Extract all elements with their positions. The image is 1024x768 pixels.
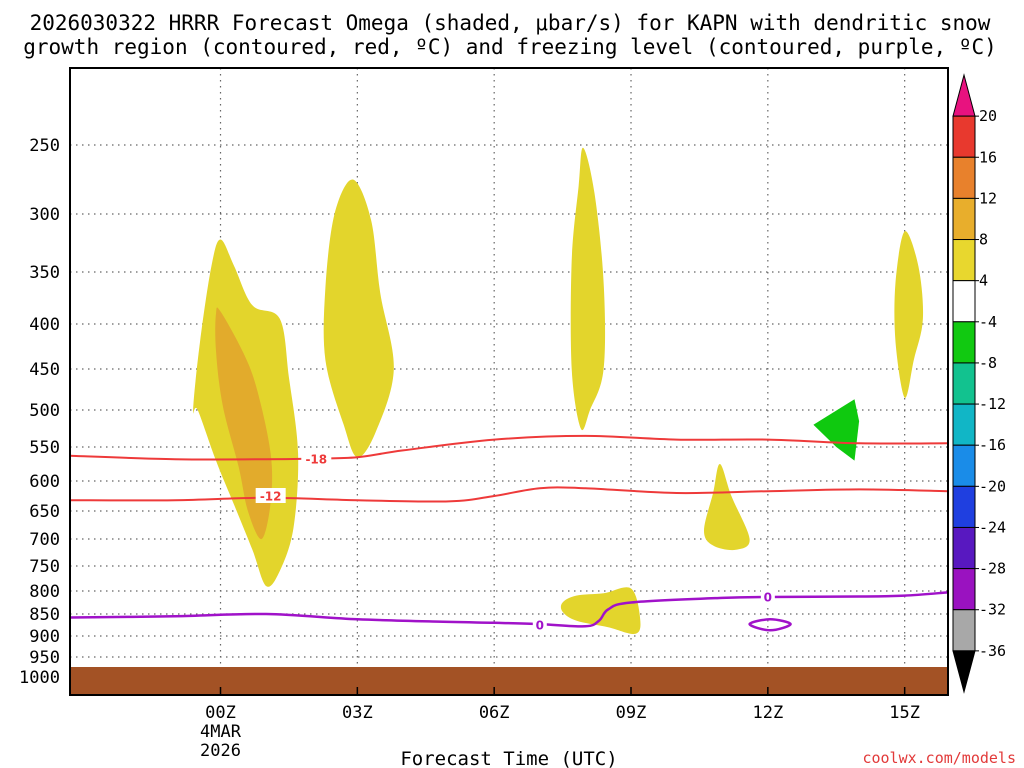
colorbar: 20 16 12 8 4 -4 -8 -12 -16 -20 -24 -28 -32 -36	[952, 73, 1006, 694]
contour-line-0	[69, 434, 949, 461]
colorbar-box-5	[952, 280, 976, 323]
colorbar-box-10	[952, 485, 976, 528]
x-axis-label: Forecast Time (UTC)	[400, 748, 617, 768]
contour-label-bg	[255, 488, 286, 503]
omega-region-6	[560, 587, 641, 635]
y-tick-label-250: 250	[29, 136, 60, 156]
colorbar-box-2	[952, 156, 976, 199]
colorbar-label-12: 12	[979, 189, 997, 207]
omega-region-3	[570, 147, 606, 431]
y-tick-label-400: 400	[29, 315, 60, 335]
contour-label-bg	[301, 451, 332, 467]
colorbar-label--32: -32	[979, 601, 1006, 619]
colorbar-box-13	[952, 609, 976, 652]
x-tick-label-03Z: 03Z	[342, 703, 373, 723]
omega-region-5	[704, 463, 750, 551]
colorbar-box-12	[952, 568, 976, 611]
contour-label-1-0: -12	[260, 490, 282, 504]
y-axis-ticks: 2503003504004505005506006507007508008509…	[19, 136, 60, 688]
contour-label-2-0: 0	[536, 619, 544, 633]
chart-title-line1: 2026030322 HRRR Forecast Omega (shaded, …	[30, 11, 991, 35]
colorbar-label--4: -4	[979, 313, 997, 331]
negative-omega-region-0	[813, 399, 860, 461]
y-tick-label-600: 600	[29, 472, 60, 492]
y-tick-label-450: 450	[29, 360, 60, 380]
x-tick-date: 4MAR	[200, 722, 242, 742]
colorbar-label--24: -24	[979, 518, 1006, 536]
x-tick-year: 2026	[200, 741, 241, 761]
y-tick-label-500: 500	[29, 401, 60, 421]
y-tick-label-650: 650	[29, 502, 60, 522]
colorbar-label-8: 8	[979, 231, 988, 249]
colorbar-box-6	[952, 321, 976, 364]
colorbar-label--8: -8	[979, 354, 997, 372]
colorbar-label-4: 4	[979, 272, 988, 290]
contour-label-bg	[760, 588, 775, 604]
colorbar-label--16: -16	[979, 436, 1006, 454]
omega-region-1	[215, 307, 273, 540]
y-tick-label-900: 900	[29, 627, 60, 647]
contour-label-bg	[532, 617, 547, 632]
colorbar-top-triangle	[952, 73, 976, 117]
y-tick-label-800: 800	[29, 582, 60, 602]
colorbar-label--36: -36	[979, 642, 1006, 660]
contour-label-3-0: 0	[764, 590, 772, 604]
y-tick-label-1000: 1000	[19, 668, 60, 688]
colorbar-label--20: -20	[979, 477, 1006, 495]
y-tick-label-850: 850	[29, 605, 60, 625]
colorbar-label-20: 20	[979, 107, 997, 125]
contour-line-2	[69, 591, 949, 628]
contour-label-0-0: -18	[305, 453, 327, 467]
x-tick-label-12Z: 12Z	[752, 703, 783, 723]
colorbar-box-11	[952, 526, 976, 570]
y-tick-label-350: 350	[29, 263, 60, 283]
y-tick-label-300: 300	[29, 205, 60, 225]
chart-title-line2: growth region (contoured, red, ºC) and f…	[23, 35, 997, 59]
colorbar-box-7	[952, 362, 976, 405]
contour-line-4	[748, 618, 792, 632]
colorbar-label-16: 16	[979, 148, 997, 166]
y-tick-label-750: 750	[29, 557, 60, 577]
omega-region-4	[894, 231, 924, 398]
x-tick-label-06Z: 06Z	[479, 703, 510, 723]
contour-line-1	[69, 486, 949, 503]
colorbar-box-9	[952, 444, 976, 487]
omega-region-2	[323, 179, 394, 458]
colorbar-label--12: -12	[979, 395, 1006, 413]
y-tick-label-950: 950	[29, 648, 60, 668]
y-tick-label-700: 700	[29, 530, 60, 550]
x-tick-label-09Z: 09Z	[616, 703, 647, 723]
colorbar-label--28: -28	[979, 560, 1006, 578]
colorbar-box-1	[952, 115, 976, 158]
colorbar-box-8	[952, 403, 976, 446]
colorbar-box-3	[952, 197, 976, 241]
y-tick-label-550: 550	[29, 438, 60, 458]
colorbar-bottom-triangle	[952, 650, 976, 694]
ground-surface	[70, 667, 948, 695]
x-tick-label-00Z: 00Z	[205, 703, 236, 723]
plot-frame	[69, 67, 949, 696]
credit-text: coolwx.com/models	[862, 749, 1016, 767]
colorbar-box-4	[952, 239, 976, 282]
x-tick-label-15Z: 15Z	[889, 703, 920, 723]
grid-layer	[70, 68, 948, 695]
